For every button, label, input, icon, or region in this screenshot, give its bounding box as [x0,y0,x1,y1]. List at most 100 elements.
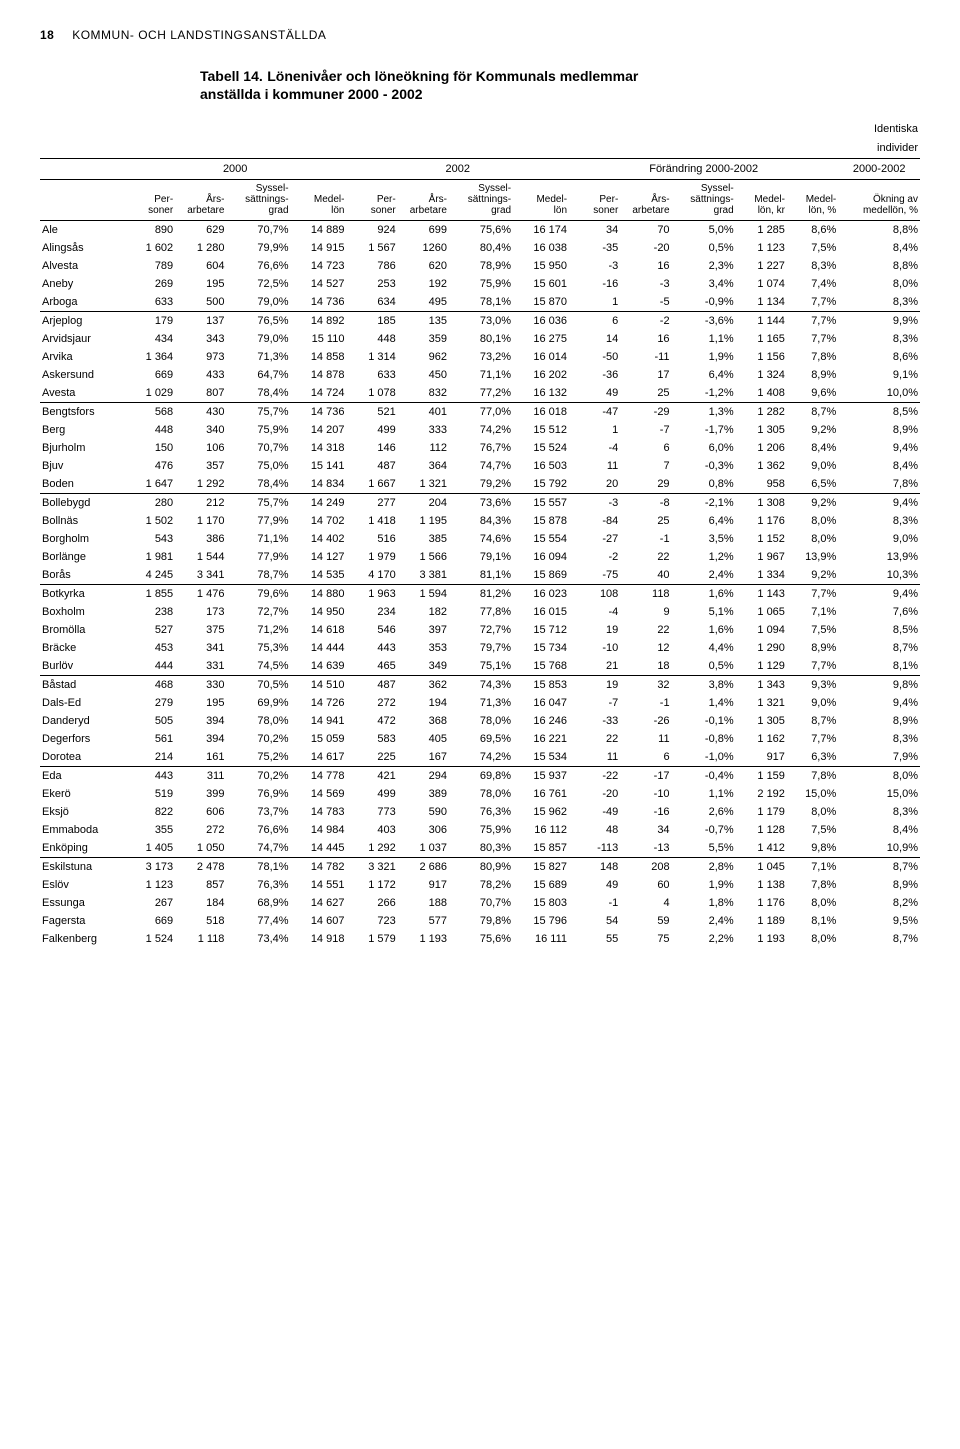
cell: 14 941 [291,712,347,730]
cell: 74,2% [449,421,513,439]
hdr-arsarb-d: Års-arbetare [620,180,671,221]
cell: 1260 [398,239,449,257]
cell: -20 [620,239,671,257]
hdr-change: Förändring 2000-2002 [569,159,838,180]
cell: 16 275 [513,330,569,348]
cell: 72,5% [226,275,290,293]
cell: 14 639 [291,657,347,676]
cell: 8,9% [787,366,838,384]
cell: 7,8% [787,767,838,786]
cell: 917 [736,748,787,767]
table-number: Tabell 14. [200,68,263,84]
cell: 1 050 [175,839,226,858]
cell: 73,2% [449,348,513,366]
cell: 3 341 [175,566,226,585]
cell: 14 878 [291,366,347,384]
cell: 8,0% [838,275,920,293]
cell: 1 165 [736,330,787,348]
cell: 78,0% [226,712,290,730]
cell: 1 412 [736,839,787,858]
row-label: Eskilstuna [40,858,124,877]
cell: 13,9% [838,548,920,566]
cell: 75,9% [226,421,290,439]
cell: 15 557 [513,494,569,513]
hdr-medelpct: Medel-lön, % [787,180,838,221]
cell: 389 [398,785,449,803]
cell: 962 [398,348,449,366]
cell: 1 094 [736,621,787,639]
cell: 9,3% [787,676,838,695]
cell: 634 [346,293,397,312]
cell: 9 [620,603,671,621]
cell: 253 [346,275,397,293]
row-label: Alingsås [40,239,124,257]
cell: 204 [398,494,449,513]
cell: 7,5% [787,621,838,639]
cell: -3 [620,275,671,293]
cell: 14 702 [291,512,347,530]
cell: 7,1% [787,603,838,621]
cell: 1,8% [672,894,736,912]
row-label: Arboga [40,293,124,312]
cell: 723 [346,912,397,930]
cell: 76,7% [449,439,513,457]
table-row: Bjuv47635775,0%15 14148736474,7%16 50311… [40,457,920,475]
cell: 6,4% [672,366,736,384]
cell: 331 [175,657,226,676]
cell: 81,1% [449,566,513,585]
cell: 8,7% [787,403,838,422]
cell: 1,2% [672,548,736,566]
cell: 8,9% [838,421,920,439]
cell: 1 667 [346,475,397,494]
cell: 500 [175,293,226,312]
cell: 1 602 [124,239,175,257]
table-row: Borlänge1 9811 54477,9%14 1271 9791 5667… [40,548,920,566]
table-row: Bollebygd28021275,7%14 24927720473,6%15 … [40,494,920,513]
cell: 669 [124,366,175,384]
cell: 1 037 [398,839,449,858]
cell: 14 617 [291,748,347,767]
cell: 1 566 [398,548,449,566]
cell: 76,6% [226,257,290,275]
cell: 15,0% [787,785,838,803]
cell: 8,2% [838,894,920,912]
cell: 77,9% [226,512,290,530]
hdr-personer-0: Per-soner [124,180,175,221]
cell: 73,4% [226,930,290,948]
cell: 34 [620,821,671,839]
cell: 9,8% [787,839,838,858]
row-label: Berg [40,421,124,439]
hdr-syssel-d: Syssel-sättnings-grad [672,180,736,221]
row-label: Ekerö [40,785,124,803]
cell: 13,9% [787,548,838,566]
cell: 1 179 [736,803,787,821]
cell: 9,1% [838,366,920,384]
cell: 17 [620,366,671,384]
table-row: Bengtsfors56843075,7%14 73652140177,0%16… [40,403,920,422]
cell: -16 [569,275,620,293]
cell: 1 855 [124,585,175,604]
cell: 70,7% [226,439,290,457]
row-label: Essunga [40,894,124,912]
cell: 14 445 [291,839,347,858]
cell: 195 [175,275,226,293]
cell: 6 [620,748,671,767]
cell: 472 [346,712,397,730]
cell: 1 162 [736,730,787,748]
cell: 15 601 [513,275,569,293]
cell: 280 [124,494,175,513]
cell: 69,9% [226,694,290,712]
cell: 15 803 [513,894,569,912]
table-row: Berg44834075,9%14 20749933374,2%15 5121-… [40,421,920,439]
cell: 279 [124,694,175,712]
cell: 14 880 [291,585,347,604]
table-desc-1: Lönenivåer och löneökning för Kommunals … [267,68,638,84]
table-row: Aneby26919572,5%14 52725319275,9%15 601-… [40,275,920,293]
table-row: Danderyd50539478,0%14 94147236878,0%16 2… [40,712,920,730]
cell: 7,7% [787,657,838,676]
cell: 48 [569,821,620,839]
cell: 1 364 [124,348,175,366]
cell: 9,6% [787,384,838,403]
row-label: Boxholm [40,603,124,621]
cell: 1 129 [736,657,787,676]
